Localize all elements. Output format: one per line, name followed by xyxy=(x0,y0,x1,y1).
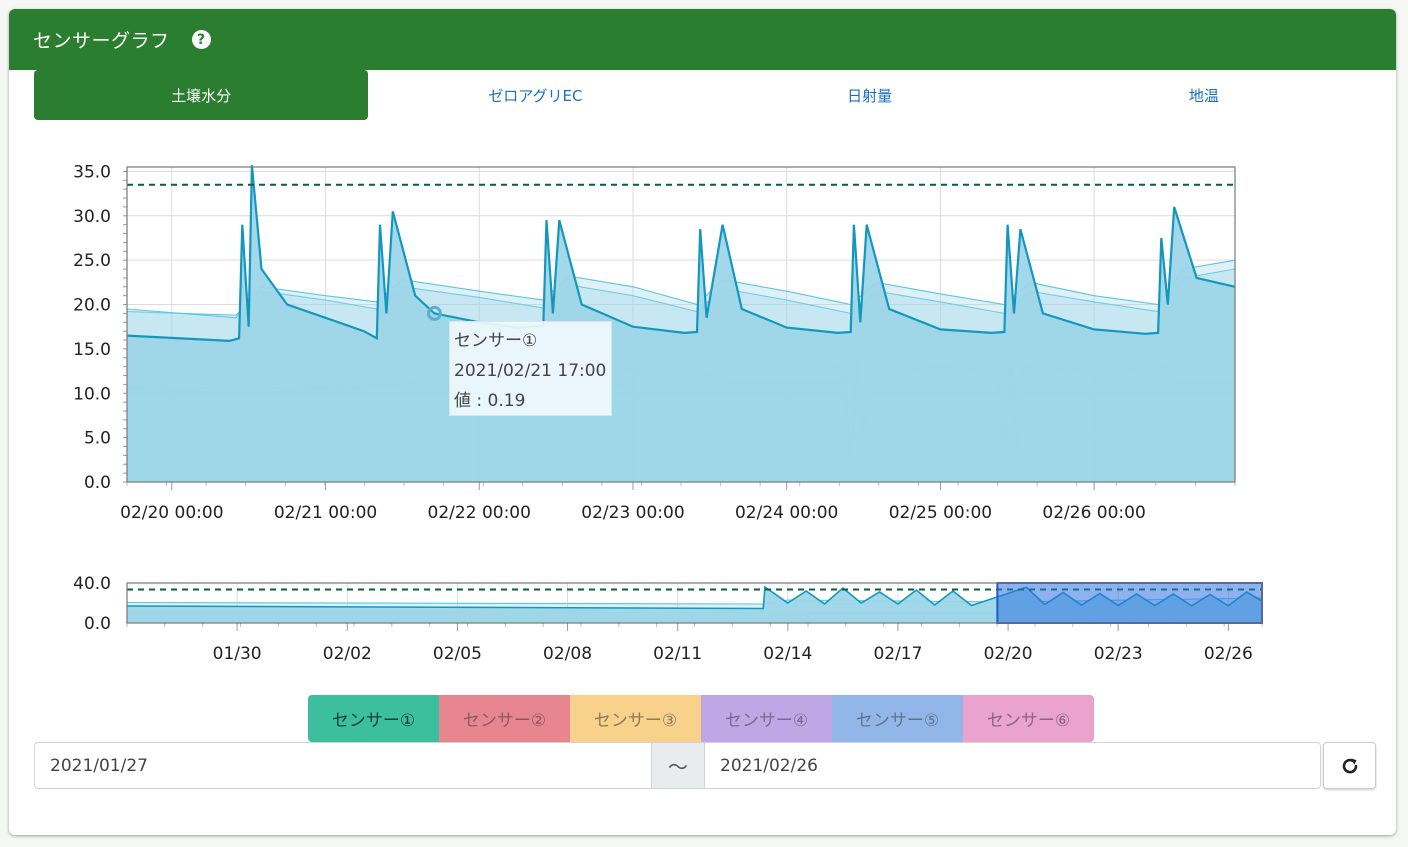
x-tick-label: 02/17 xyxy=(873,644,922,664)
sensor-5-button[interactable]: センサー⑤ xyxy=(832,695,963,742)
tab-soil-temperature[interactable]: 地温 xyxy=(1188,86,1219,105)
y-tick-label: 15.0 xyxy=(73,340,111,360)
series-line xyxy=(126,165,1236,343)
refresh-icon xyxy=(1342,758,1357,773)
x-tick-label: 02/23 xyxy=(1094,644,1143,664)
x-tick-label: 02/21 00:00 xyxy=(274,503,377,523)
plot-frame xyxy=(126,166,1236,483)
plot-frame xyxy=(126,582,1263,624)
y-tick-label: 40.0 xyxy=(73,574,111,594)
sensor-3-button[interactable]: センサー③ xyxy=(570,695,701,742)
sensor-1-button[interactable]: センサー① xyxy=(308,695,439,742)
date-range-row: ～ xyxy=(34,742,1376,789)
sensor-graph-card: センサーグラフ ? 土壌水分 ゼロアグリEC 日射量 地温 0.0 5.0 10.0… xyxy=(9,9,1396,835)
x-tick-label: 02/22 00:00 xyxy=(428,503,531,523)
sensor-4-button[interactable]: センサー④ xyxy=(701,695,832,742)
card-title: センサーグラフ xyxy=(33,30,170,52)
x-tick-label: 02/26 00:00 xyxy=(1042,503,1145,523)
x-tick-label: 02/11 xyxy=(653,644,702,664)
x-tick-label: 02/25 00:00 xyxy=(889,503,992,523)
x-tick-label: 02/24 00:00 xyxy=(735,503,838,523)
series-area xyxy=(127,587,1262,623)
navigator-chart[interactable]: 0.0 40.0 01/30 02/02 02/05 02/08 02/11 02/14 02/… xyxy=(9,569,1396,669)
x-tick-label: 02/26 xyxy=(1204,644,1253,664)
y-tick-label: 20.0 xyxy=(73,296,111,316)
x-tick-label: 02/02 xyxy=(323,644,372,664)
start-date-input[interactable] xyxy=(34,742,652,789)
y-tick-label: 0.0 xyxy=(84,614,111,634)
tab-zeroagri-ec[interactable]: ゼロアグリEC xyxy=(488,86,583,105)
y-tick-label: 0.0 xyxy=(84,473,111,493)
x-tick-label: 02/14 xyxy=(763,644,812,664)
y-tick-label: 5.0 xyxy=(84,429,111,449)
tooltip-value: 値 : 0.19 xyxy=(454,391,526,411)
x-tick-label: 02/20 xyxy=(984,644,1033,664)
tab-solar-radiation[interactable]: 日射量 xyxy=(847,86,893,105)
sensor-toggle-group: センサー① センサー② センサー③ センサー④ センサー⑤ センサー⑥ xyxy=(308,695,1094,742)
tooltip-sensor: センサー① xyxy=(454,331,538,351)
y-tick-label: 10.0 xyxy=(73,384,111,404)
sensor-2-button[interactable]: センサー② xyxy=(439,695,570,742)
card-header: センサーグラフ ? xyxy=(9,9,1396,70)
sensor-6-button[interactable]: センサー⑥ xyxy=(963,695,1094,742)
y-tick-label: 30.0 xyxy=(73,207,111,227)
sensor-type-tabs: 土壌水分 ゼロアグリEC 日射量 地温 xyxy=(34,70,1371,120)
date-separator: ～ xyxy=(652,742,704,789)
refresh-button[interactable] xyxy=(1323,742,1376,789)
tooltip-marker xyxy=(426,305,442,321)
x-tick-label: 01/30 xyxy=(213,644,262,664)
tab-soil-moisture[interactable]: 土壌水分 xyxy=(34,70,369,120)
tooltip-datetime: 2021/02/21 17:00 xyxy=(454,361,607,381)
series-area xyxy=(127,165,1235,482)
x-tick-label: 02/20 00:00 xyxy=(120,503,223,523)
x-tick-label: 02/05 xyxy=(433,644,482,664)
navigator-selection xyxy=(996,582,1263,624)
x-tick-label: 02/08 xyxy=(543,644,592,664)
end-date-input[interactable] xyxy=(704,742,1321,789)
series-line xyxy=(126,259,1236,319)
chart-tooltip: センサー① 2021/02/21 17:00 値 : 0.19 xyxy=(449,321,612,416)
question-circle-icon[interactable]: ? xyxy=(191,30,211,49)
x-tick-label: 02/23 00:00 xyxy=(581,503,684,523)
y-tick-label: 25.0 xyxy=(73,251,111,271)
y-tick-label: 35.0 xyxy=(73,162,111,182)
main-chart[interactable]: 0.0 5.0 10.0 15.0 20.0 25.0 30.0 35.0 02/20 00:0… xyxy=(9,149,1396,539)
